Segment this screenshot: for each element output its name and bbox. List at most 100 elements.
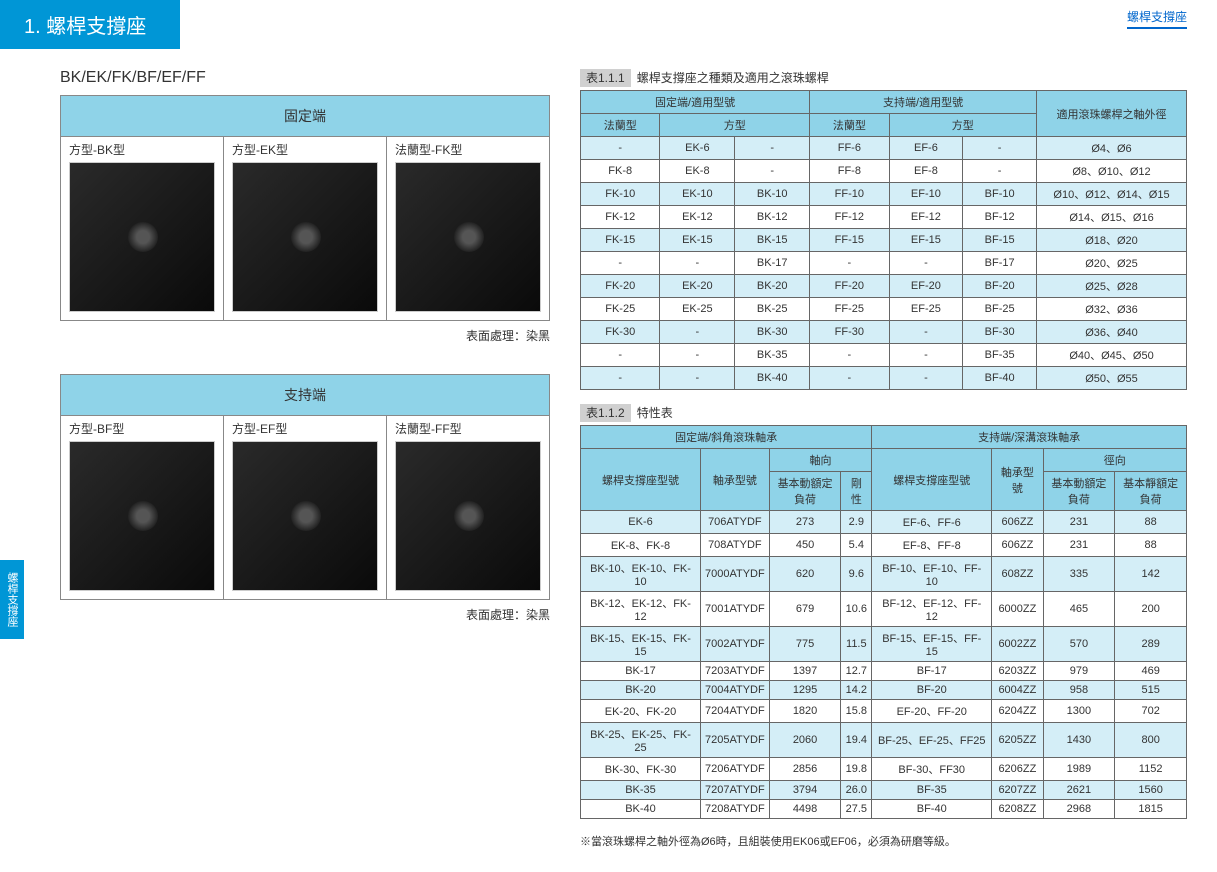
table-cell: 800 (1115, 723, 1187, 758)
table-row: FK-20EK-20BK-20FF-20EF-20BF-20Ø25、Ø28 (581, 275, 1187, 298)
table-cell: EF-20、FF-20 (872, 700, 992, 723)
table-cell: EK-15 (660, 229, 735, 252)
table-cell: 6204ZZ (992, 700, 1043, 723)
table-cell: BF-20 (963, 275, 1037, 298)
table-cell: 450 (769, 534, 841, 557)
table-cell: 14.2 (841, 681, 872, 700)
table-row: EK-20、FK-207204ATYDF182015.8EF-20、FF-206… (581, 700, 1187, 723)
table-cell: - (963, 160, 1037, 183)
product-image (69, 441, 215, 591)
t2-c3: 軸向 (769, 449, 872, 472)
t2-g1: 固定端/斜角滾珠軸承 (581, 426, 872, 449)
table-cell: 570 (1043, 627, 1115, 662)
table-cell: 1397 (769, 662, 841, 681)
side-tab: 螺桿支撐座 (0, 560, 24, 639)
table-row: FK-8EK-8-FF-8EF-8-Ø8、Ø10、Ø12 (581, 160, 1187, 183)
table-row: FK-30-BK-30FF-30-BF-30Ø36、Ø40 (581, 321, 1187, 344)
table-cell: FK-20 (581, 275, 660, 298)
table-cell: BK-17 (735, 252, 810, 275)
table-row: BK-10、EK-10、FK-107000ATYDF6209.6BF-10、EF… (581, 557, 1187, 592)
table-cell: - (581, 344, 660, 367)
table-row: FK-15EK-15BK-15FF-15EF-15BF-15Ø18、Ø20 (581, 229, 1187, 252)
product-cell: 法蘭型-FK型 (387, 137, 549, 320)
table-row: EK-6706ATYDF2732.9EF-6、FF-6606ZZ23188 (581, 511, 1187, 534)
table-cell: 19.8 (841, 758, 872, 781)
table-cell: 142 (1115, 557, 1187, 592)
table-cell: 775 (769, 627, 841, 662)
table-cell: Ø36、Ø40 (1037, 321, 1187, 344)
table-cell: BK-10、EK-10、FK-10 (581, 557, 701, 592)
table-cell: Ø14、Ø15、Ø16 (1037, 206, 1187, 229)
table-row: BK-15、EK-15、FK-157002ATYDF77511.5BF-15、E… (581, 627, 1187, 662)
table-cell: BF-20 (872, 681, 992, 700)
product-cell: 方型-BF型 (61, 416, 224, 599)
table-cell: EF-12 (889, 206, 963, 229)
left-column: BK/EK/FK/BF/EF/FF 固定端 方型-BK型方型-EK型法蘭型-FK… (60, 69, 550, 849)
table-cell: Ø40、Ø45、Ø50 (1037, 344, 1187, 367)
table-row: --BK-17--BF-17Ø20、Ø25 (581, 252, 1187, 275)
table-cell: BF-35 (963, 344, 1037, 367)
table-cell: 1560 (1115, 781, 1187, 800)
table-cell: BF-25、EF-25、FF25 (872, 723, 992, 758)
table-row: FK-10EK-10BK-10FF-10EF-10BF-10Ø10、Ø12、Ø1… (581, 183, 1187, 206)
table-cell: BK-40 (581, 800, 701, 819)
table-cell: FK-15 (581, 229, 660, 252)
table-cell: FK-25 (581, 298, 660, 321)
table-row: BK-12、EK-12、FK-127001ATYDF67910.6BF-12、E… (581, 592, 1187, 627)
table-cell: - (735, 137, 810, 160)
table-cell: EF-25 (889, 298, 963, 321)
product-cell-label: 方型-BK型 (69, 141, 215, 158)
table-cell: 5.4 (841, 534, 872, 557)
t2-c1: 螺桿支撐座型號 (581, 449, 701, 511)
table-cell: Ø4、Ø6 (1037, 137, 1187, 160)
table-cell: 1430 (1043, 723, 1115, 758)
table-cell: - (889, 344, 963, 367)
table-cell: BF-17 (963, 252, 1037, 275)
t2-s4: 基本靜額定負荷 (1115, 472, 1187, 511)
page-header-right: 螺桿支撐座 (1127, 8, 1187, 29)
t2-c4: 螺桿支撐座型號 (872, 449, 992, 511)
table-cell: 958 (1043, 681, 1115, 700)
table-row: BK-407208ATYDF449827.5BF-406208ZZ2968181… (581, 800, 1187, 819)
table-cell: FF-12 (810, 206, 889, 229)
table-cell: EK-12 (660, 206, 735, 229)
table-cell: 6004ZZ (992, 681, 1043, 700)
table-cell: 3794 (769, 781, 841, 800)
table-cell: FK-12 (581, 206, 660, 229)
table-cell: 1152 (1115, 758, 1187, 781)
table-cell: 469 (1115, 662, 1187, 681)
table-cell: 200 (1115, 592, 1187, 627)
table-cell: - (810, 367, 889, 390)
table-cell: EK-6 (581, 511, 701, 534)
table1-caption: 表1.1.1螺桿支撐座之種類及適用之滾珠螺桿 (580, 69, 1187, 86)
table-cell: BK-35 (581, 781, 701, 800)
table-cell: BK-40 (735, 367, 810, 390)
table-cell: EK-25 (660, 298, 735, 321)
table-cell: - (581, 252, 660, 275)
table-cell: 2856 (769, 758, 841, 781)
table-cell: BK-30 (735, 321, 810, 344)
table-cell: FF-30 (810, 321, 889, 344)
table-cell: 27.5 (841, 800, 872, 819)
product-image (232, 162, 378, 312)
table-cell: BF-30、FF30 (872, 758, 992, 781)
table-cell: - (735, 160, 810, 183)
table-cell: FF-20 (810, 275, 889, 298)
table-cell: BF-10 (963, 183, 1037, 206)
table1-caption-text: 螺桿支撐座之種類及適用之滾珠螺桿 (637, 71, 829, 85)
table-cell: BK-25 (735, 298, 810, 321)
table-cell: EK-20 (660, 275, 735, 298)
table-cell: BK-35 (735, 344, 810, 367)
table2-caption-num: 表1.1.2 (580, 404, 631, 422)
table-cell: EF-6 (889, 137, 963, 160)
table-cell: BK-10 (735, 183, 810, 206)
table2: 固定端/斜角滾珠軸承 支持端/深溝滾珠軸承 螺桿支撐座型號 軸承型號 軸向 螺桿… (580, 425, 1187, 819)
table-cell: 289 (1115, 627, 1187, 662)
table-cell: 979 (1043, 662, 1115, 681)
table-cell: BF-30 (963, 321, 1037, 344)
table-cell: 1989 (1043, 758, 1115, 781)
product-cell-label: 方型-EF型 (232, 420, 378, 437)
page-title: 1. 螺桿支撐座 (0, 0, 180, 49)
t2-c2: 軸承型號 (701, 449, 770, 511)
t1-sub2: 方型 (660, 114, 810, 137)
